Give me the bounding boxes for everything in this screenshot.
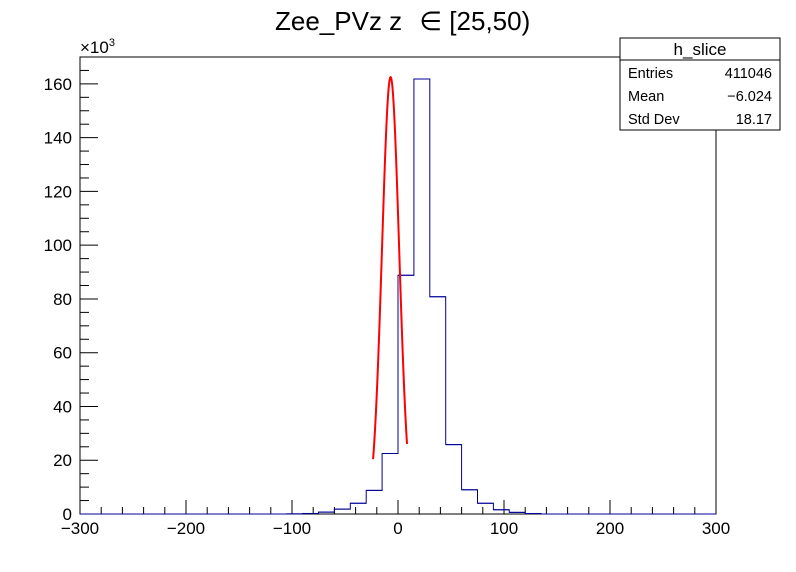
y-tick-label: 0: [63, 505, 72, 524]
stats-entries-value: 411046: [725, 66, 772, 82]
stats-mean-value: −6.024: [727, 89, 772, 105]
x-tick-label: −100: [273, 519, 311, 538]
x-tick-label: −200: [167, 519, 205, 538]
y-tick-label: 20: [53, 451, 72, 470]
x-tick-label: 200: [596, 519, 624, 538]
chart-title-symbol: ∈: [419, 6, 442, 36]
y-axis: 0 20 40 60 80 100 120 140 160: [44, 56, 98, 524]
stats-box-frame: [619, 37, 781, 131]
x-tick-label: −300: [61, 519, 99, 538]
y-tick-label: 40: [53, 397, 72, 416]
x-tick-label: 100: [490, 519, 518, 538]
y-tick-label: 120: [44, 182, 72, 201]
x-tick-label: 300: [702, 519, 730, 538]
histogram-bins: [80, 78, 716, 515]
x-tick-label: 0: [393, 519, 402, 538]
y-tick-label: 80: [53, 290, 72, 309]
histogram-series: [80, 78, 716, 515]
stats-stddev-value: 18.17: [736, 112, 772, 128]
y-multiplier-label: ×103: [80, 37, 115, 57]
gaussian-fit-curve: [372, 75, 409, 460]
y-tick-label: 160: [44, 75, 72, 94]
y-multiplier-exp: 3: [109, 37, 115, 49]
stats-mean-label: Mean: [628, 89, 664, 105]
x-axis: −300 −200 −100 0 100 200 300: [61, 500, 730, 538]
y-tick-label: 140: [44, 129, 72, 148]
chart-title-range: [25,50): [449, 6, 530, 36]
y-tick-label: 100: [44, 236, 72, 255]
stats-stddev-label: Std Dev: [628, 112, 680, 128]
chart-title: Zee_PVz z ∈ [25,50): [275, 6, 530, 36]
chart-title-main: Zee_PVz z: [275, 6, 402, 36]
stats-entries-label: Entries: [628, 66, 673, 82]
y-tick-label: 60: [53, 344, 72, 363]
stats-box-title: h_slice: [674, 40, 727, 59]
stats-box: h_slice Entries 411046 Mean −6.024 Std D…: [619, 37, 781, 131]
